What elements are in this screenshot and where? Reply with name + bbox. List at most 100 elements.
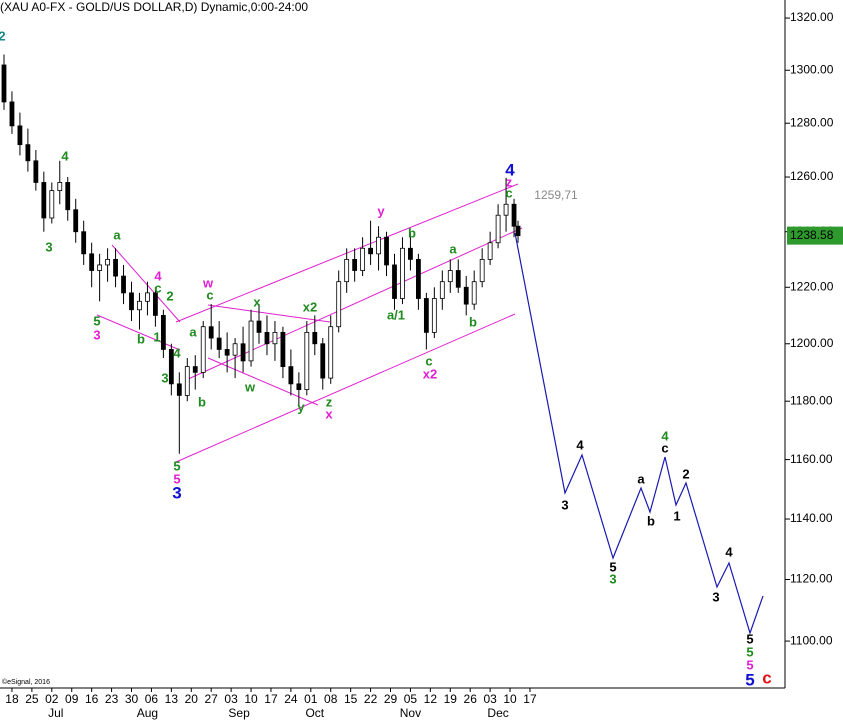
candle-body xyxy=(176,383,182,396)
candle-body xyxy=(471,281,477,305)
month-label: Aug xyxy=(137,706,158,720)
wave-label: 4 xyxy=(725,544,733,559)
y-tick-label: 1100.00 xyxy=(790,633,833,647)
candle-body xyxy=(352,258,358,271)
wave-label: w xyxy=(202,275,214,290)
candle-body xyxy=(248,320,254,362)
candle-body xyxy=(455,270,461,288)
candle-body xyxy=(25,144,31,162)
candle-body xyxy=(57,182,63,192)
candle-body xyxy=(336,281,342,328)
candle-body xyxy=(264,331,270,345)
candle-body xyxy=(9,101,15,127)
wave-label: c xyxy=(661,440,668,455)
candle-body xyxy=(304,331,310,391)
wave-label: 4 xyxy=(61,148,69,163)
candle-body xyxy=(89,253,95,271)
x-tick-label: 10 xyxy=(244,692,258,706)
wave-label: 4 xyxy=(154,268,162,283)
x-tick-label: 26 xyxy=(464,692,478,706)
wave-label: y xyxy=(377,203,385,218)
candle-body xyxy=(137,300,142,311)
last-price-box xyxy=(787,226,843,245)
candle-body xyxy=(160,314,166,350)
wave-label: b xyxy=(198,394,206,409)
wave-label: 5 xyxy=(746,644,753,659)
wave-label: 5 xyxy=(746,657,753,672)
wave-label: 3 xyxy=(609,571,616,586)
wave-label: 4 xyxy=(661,428,669,443)
x-tick-label: 03 xyxy=(483,692,497,706)
wave-label: b xyxy=(137,331,145,346)
candle-body xyxy=(17,125,23,146)
wave-label: 2 xyxy=(682,466,689,481)
x-tick-label: 30 xyxy=(125,692,139,706)
candle-body xyxy=(33,160,39,183)
x-tick-label: 08 xyxy=(324,692,338,706)
x-tick-label: 06 xyxy=(145,692,159,706)
candle-body xyxy=(153,292,158,316)
wave-label: a/1 xyxy=(387,307,405,322)
wave-label: a xyxy=(449,241,457,256)
candle-body xyxy=(65,182,71,211)
candle-body xyxy=(256,320,262,333)
candle-body xyxy=(439,281,445,299)
candle-body xyxy=(73,209,79,233)
candle-body xyxy=(288,366,294,385)
candle-body xyxy=(408,247,413,260)
x-tick-label: 23 xyxy=(105,692,119,706)
y-tick-label: 1160.00 xyxy=(790,452,833,466)
candle-body xyxy=(296,383,302,391)
wave-label: 5 xyxy=(609,559,616,574)
wave-label: b xyxy=(647,513,655,528)
wave-label: x2 xyxy=(303,299,317,314)
wave-label: 4 xyxy=(505,160,515,179)
x-tick-label: 12 xyxy=(424,692,438,706)
candle-body xyxy=(320,343,326,379)
wave-label: 5 xyxy=(745,670,754,689)
wave-label: b xyxy=(469,314,477,329)
wave-label: 3 xyxy=(712,589,719,604)
y-tick-label: 1300.00 xyxy=(790,62,834,76)
x-tick-label: 16 xyxy=(85,692,99,706)
wave-label: c xyxy=(505,185,512,200)
wave-label: 1259,71 xyxy=(534,188,578,202)
wave-label: 5 xyxy=(173,471,180,486)
wave-label: c xyxy=(154,280,161,295)
x-tick-label: 20 xyxy=(185,692,199,706)
x-tick-label: 10 xyxy=(503,692,517,706)
candle-body xyxy=(168,349,174,385)
month-label: Nov xyxy=(400,706,421,720)
candle-body xyxy=(376,236,381,255)
candle-body xyxy=(368,247,373,255)
wave-label: 2 xyxy=(166,288,173,303)
month-label: Oct xyxy=(305,706,324,720)
wave-label: 5 xyxy=(93,313,100,328)
candle-body xyxy=(192,366,198,373)
y-tick-label: 1120.00 xyxy=(790,572,833,586)
chart-title: (XAU A0-FX - GOLD/US DOLLAR,D) Dynamic,0… xyxy=(0,0,308,14)
wave-label: b xyxy=(408,225,416,240)
wave-label: 4 xyxy=(173,345,181,360)
wave-label: c xyxy=(762,668,771,687)
candle-body xyxy=(200,326,206,373)
candle-body xyxy=(344,258,350,283)
x-tick-label: 18 xyxy=(5,692,19,706)
candle-body xyxy=(232,343,238,356)
trend-line xyxy=(96,314,181,351)
candle-body xyxy=(49,190,55,219)
candle-body xyxy=(360,247,366,271)
wave-label: 3 xyxy=(561,497,568,512)
last-price-label: 1238.58 xyxy=(790,228,834,242)
wave-label: c xyxy=(425,353,432,368)
candle-body xyxy=(495,214,501,244)
trend-line xyxy=(111,244,181,323)
candle-body xyxy=(129,292,134,311)
wave-label: z xyxy=(326,394,333,409)
candle-body xyxy=(487,242,493,260)
channel-middle xyxy=(185,227,523,381)
wave-label: a xyxy=(637,471,645,486)
candle-body xyxy=(224,349,230,356)
wave-label: a xyxy=(113,227,121,242)
x-tick-label: 15 xyxy=(344,692,358,706)
